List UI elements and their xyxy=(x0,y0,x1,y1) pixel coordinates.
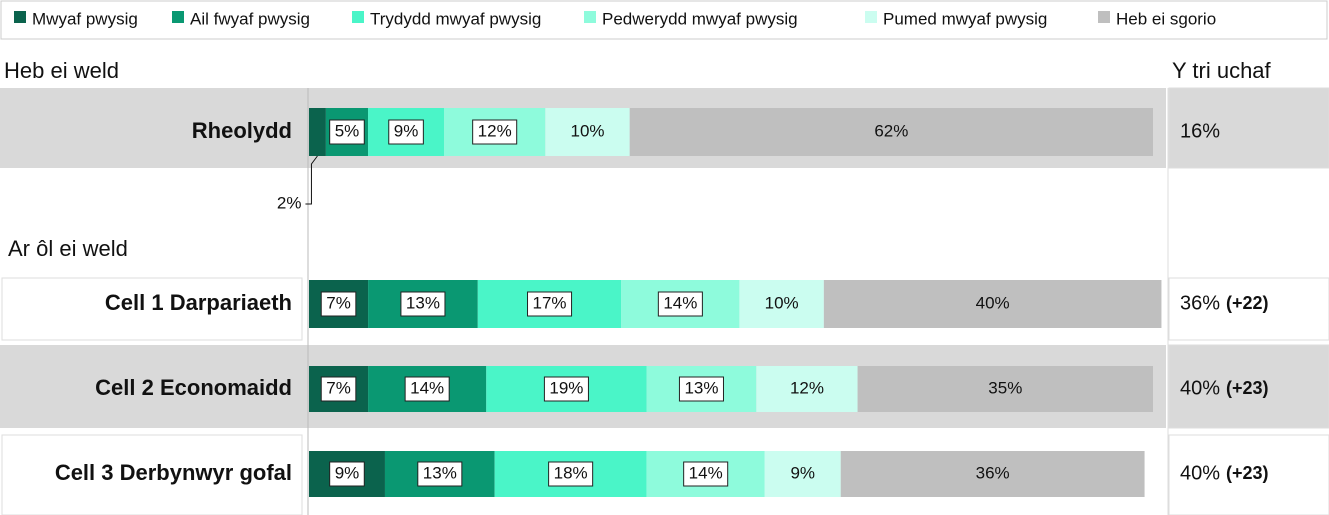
top-three-change: (+23) xyxy=(1226,378,1269,398)
legend-swatch xyxy=(172,11,184,23)
label-box xyxy=(548,461,594,487)
label-box xyxy=(657,291,703,317)
label-box xyxy=(400,291,446,317)
label-cell xyxy=(1,434,303,515)
data-label: 35% xyxy=(988,378,1022,397)
label-box xyxy=(417,461,463,487)
label-box xyxy=(329,461,365,487)
data-label: 9% xyxy=(394,121,419,140)
data-label: 19% xyxy=(549,378,583,397)
legend-label: Pedwerydd mwyaf pwysig xyxy=(602,9,798,28)
section-label: Ar ôl ei weld xyxy=(8,236,128,261)
bar-segment xyxy=(823,280,1162,328)
row-label: Rheolydd xyxy=(192,118,292,143)
data-label: 13% xyxy=(406,293,440,312)
top-three-change: (+22) xyxy=(1226,293,1269,313)
bar-segment xyxy=(840,451,1145,497)
data-label: 17% xyxy=(533,293,567,312)
legend-label: Pumed mwyaf pwysig xyxy=(883,9,1047,28)
top-three-value: 40% xyxy=(1180,377,1220,399)
label-box xyxy=(329,119,365,145)
data-label: 10% xyxy=(765,293,799,312)
top-three-value: 16% xyxy=(1180,120,1220,142)
row-label: Cell 1 Darpariaeth xyxy=(105,290,292,315)
leader-line xyxy=(305,155,318,205)
side-cell xyxy=(1168,434,1329,515)
label-box xyxy=(543,376,589,402)
label-box xyxy=(678,376,724,402)
column-header: Y tri uchaf xyxy=(1172,58,1272,83)
data-label: 62% xyxy=(874,121,908,140)
data-label: 14% xyxy=(663,293,697,312)
data-label: 13% xyxy=(684,378,718,397)
label-box xyxy=(404,376,450,402)
legend-swatch xyxy=(352,11,364,23)
side-cell xyxy=(1168,277,1329,341)
legend-label: Trydydd mwyaf pwysig xyxy=(370,9,541,28)
data-label: 9% xyxy=(335,463,360,482)
bar-segment xyxy=(756,366,858,412)
legend-swatch xyxy=(14,11,26,23)
row-label: Cell 3 Derbynwyr gofal xyxy=(55,460,292,485)
data-label: 40% xyxy=(976,293,1010,312)
top-three-value: 36% xyxy=(1180,292,1220,314)
bar-segment xyxy=(545,108,630,156)
data-label: 14% xyxy=(689,463,723,482)
section-label: Heb ei weld xyxy=(4,58,119,83)
top-three-value: 40% xyxy=(1180,462,1220,484)
data-label: 12% xyxy=(790,378,824,397)
legend-swatch xyxy=(865,11,877,23)
side-cell xyxy=(1168,344,1329,429)
label-box xyxy=(388,119,424,145)
label-box xyxy=(320,376,357,402)
side-cell xyxy=(1168,87,1329,169)
data-label: 36% xyxy=(976,463,1010,482)
legend-swatch xyxy=(1098,11,1110,23)
label-box xyxy=(683,461,729,487)
data-label: 10% xyxy=(571,121,605,140)
legend-label: Heb ei sgorio xyxy=(1116,9,1216,28)
top-three-change: (+23) xyxy=(1226,463,1269,483)
data-label: 13% xyxy=(423,463,457,482)
legend-swatch xyxy=(584,11,596,23)
bar-segment xyxy=(739,280,824,328)
label-box xyxy=(320,291,357,317)
data-label: 7% xyxy=(326,378,351,397)
data-label: 9% xyxy=(790,463,815,482)
data-label: 18% xyxy=(554,463,588,482)
data-label: 7% xyxy=(326,293,351,312)
bar-segment xyxy=(309,108,326,156)
bar-segment xyxy=(857,366,1153,412)
data-label: 2% xyxy=(277,193,302,212)
bar-segment xyxy=(629,108,1153,156)
label-box xyxy=(527,291,573,317)
data-label: 12% xyxy=(478,121,512,140)
data-label: 14% xyxy=(410,378,444,397)
label-cell xyxy=(1,277,303,341)
row-label: Cell 2 Economaidd xyxy=(95,375,292,400)
legend-label: Ail fwyaf pwysig xyxy=(190,9,310,28)
label-box xyxy=(472,119,518,145)
legend-label: Mwyaf pwysig xyxy=(32,9,138,28)
bar-segment xyxy=(764,451,841,497)
data-label: 5% xyxy=(335,121,360,140)
